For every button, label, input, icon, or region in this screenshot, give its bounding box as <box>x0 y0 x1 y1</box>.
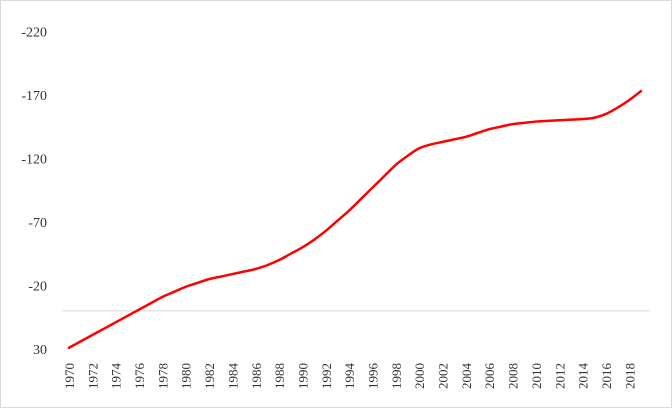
x-tick-label: 1988 <box>272 363 287 389</box>
y-tick-label: -120 <box>21 152 47 167</box>
y-tick-label: -20 <box>28 279 47 294</box>
x-tick-label: 1982 <box>202 363 217 389</box>
x-tick-label: 2000 <box>412 363 427 389</box>
x-tick-label: 2006 <box>482 362 497 389</box>
x-tick-label: 1976 <box>132 363 147 390</box>
y-tick-label: -170 <box>21 89 47 104</box>
x-tick-label: 2010 <box>529 363 544 389</box>
x-tick-label: 1984 <box>225 363 240 390</box>
x-tick-label: 1986 <box>249 363 264 390</box>
x-tick-label: 1992 <box>319 363 334 389</box>
x-tick-label: 1980 <box>179 363 194 389</box>
x-tick-label: 2002 <box>436 363 451 389</box>
x-tick-label: 2018 <box>622 363 637 389</box>
x-tick-label: 2012 <box>552 363 567 389</box>
x-tick-label: 1990 <box>295 363 310 389</box>
x-tick-label: 1996 <box>366 363 381 390</box>
x-tick-label: 2004 <box>459 363 474 390</box>
y-tick-label: -220 <box>21 25 47 40</box>
x-tick-label: 1978 <box>155 363 170 389</box>
x-tick-label: 1998 <box>389 363 404 389</box>
x-tick-label: 1974 <box>109 363 124 390</box>
x-tick-label: 2008 <box>506 363 521 389</box>
x-tick-label: 1972 <box>85 363 100 389</box>
x-tick-label: 1970 <box>62 363 77 389</box>
x-tick-label: 1994 <box>342 363 357 390</box>
y-tick-label: 30 <box>33 343 47 358</box>
x-tick-label: 2016 <box>599 363 614 390</box>
y-tick-label: -70 <box>28 216 47 231</box>
x-tick-label: 2014 <box>576 363 591 390</box>
series-line <box>67 89 643 349</box>
